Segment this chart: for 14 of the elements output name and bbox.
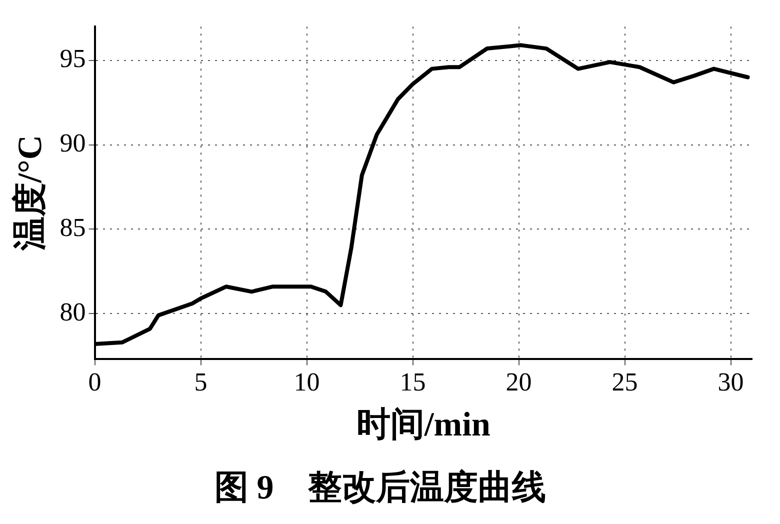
x-tick-label: 30	[718, 368, 744, 397]
x-tick-label: 0	[88, 368, 102, 397]
text: 图 9 整改后温度曲线	[214, 468, 546, 506]
x-tick-label: 15	[400, 368, 426, 397]
y-tick-label: 95	[60, 44, 86, 74]
x-tick-label: 20	[506, 368, 532, 397]
x-axis-title: 时间/min	[356, 406, 491, 444]
y-tick-label: 90	[60, 128, 86, 158]
y-tick-label: 80	[60, 297, 86, 326]
x-tick-label: 5	[194, 368, 208, 397]
y-tick-label: 85	[60, 213, 86, 242]
y-axis-title: 温度/°C	[11, 135, 50, 252]
x-tick-label: 25	[612, 368, 638, 397]
x-tick-label: 10	[294, 368, 320, 397]
